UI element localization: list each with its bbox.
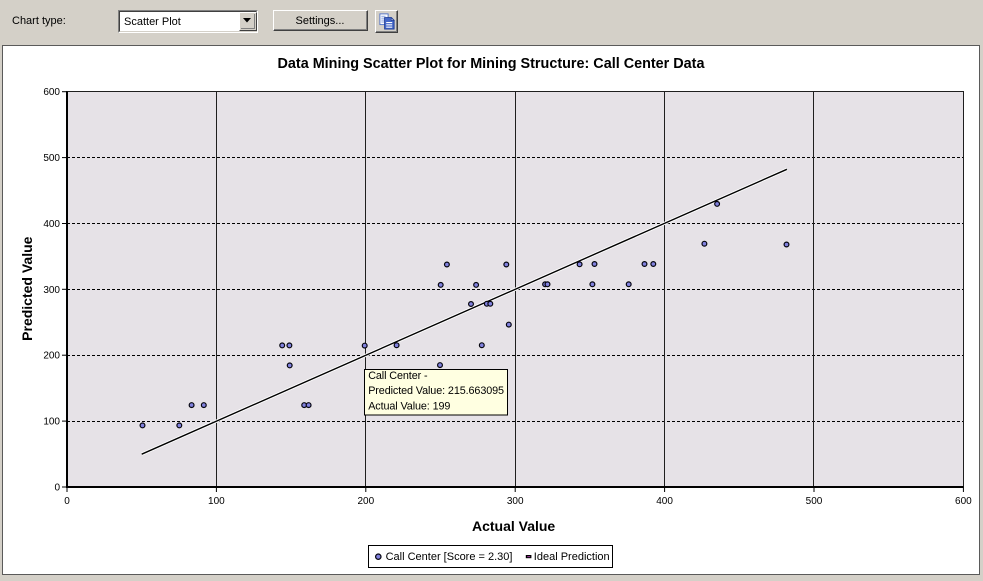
svg-text:Call Center -: Call Center - (368, 370, 428, 382)
svg-text:200: 200 (357, 496, 374, 507)
svg-text:600: 600 (43, 87, 60, 98)
svg-text:500: 500 (43, 153, 60, 164)
svg-text:300: 300 (507, 496, 524, 507)
svg-text:Actual Value: Actual Value (472, 518, 555, 534)
svg-text:0: 0 (64, 496, 70, 507)
svg-text:400: 400 (656, 496, 673, 507)
svg-text:Ideal Prediction: Ideal Prediction (534, 551, 610, 563)
svg-text:500: 500 (806, 496, 823, 507)
svg-text:100: 100 (43, 417, 60, 428)
svg-text:400: 400 (43, 219, 60, 230)
svg-text:100: 100 (208, 496, 225, 507)
svg-text:200: 200 (43, 351, 60, 362)
svg-text:Predicted Value: Predicted Value (19, 236, 35, 340)
svg-text:Predicted Value: 215.663095: Predicted Value: 215.663095 (368, 385, 504, 397)
svg-text:Actual Value: 199: Actual Value: 199 (368, 401, 450, 413)
svg-text:600: 600 (955, 496, 972, 507)
svg-text:300: 300 (43, 285, 60, 296)
svg-text:Call Center [Score = 2.30]: Call Center [Score = 2.30] (386, 551, 513, 563)
svg-text:Data Mining Scatter Plot for M: Data Mining Scatter Plot for Mining Stru… (278, 56, 706, 72)
svg-text:0: 0 (54, 483, 60, 494)
